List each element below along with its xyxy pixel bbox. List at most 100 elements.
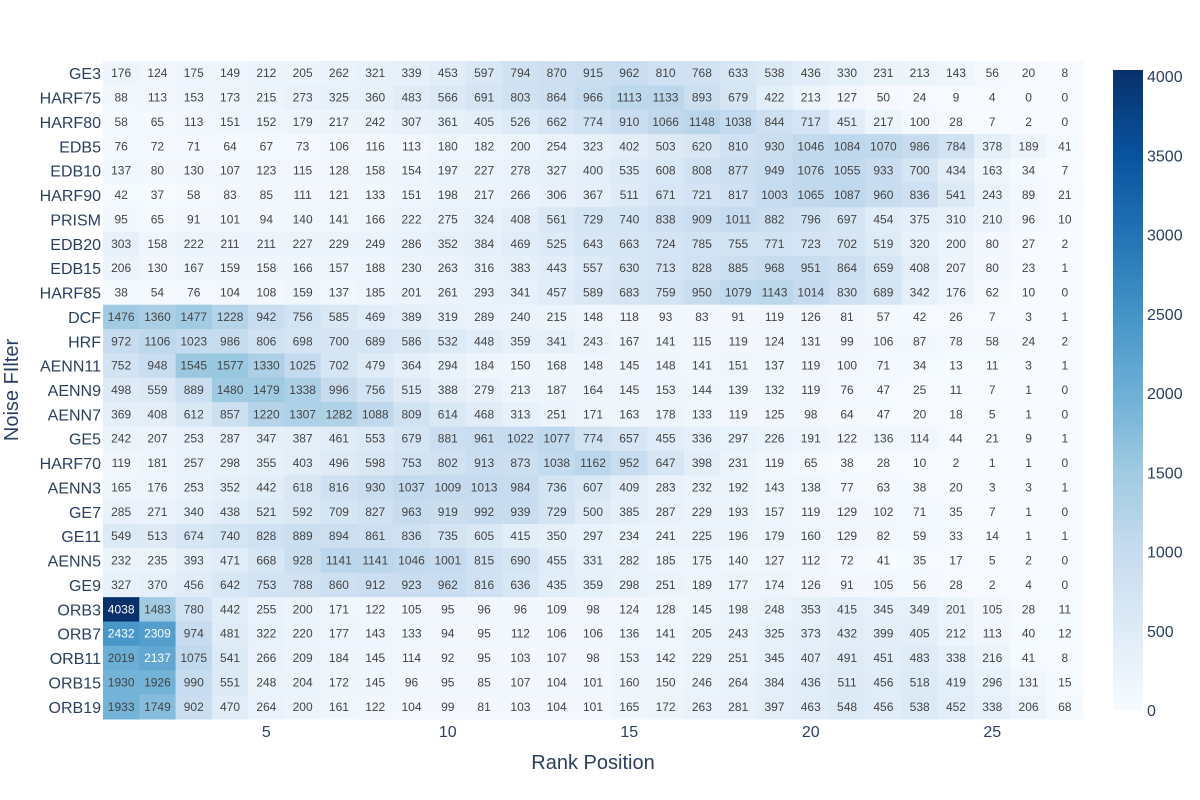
cell-value-label: 242 <box>111 432 131 446</box>
cell-value-label: 193 <box>728 505 748 519</box>
y-tick-label: HARF80 <box>40 115 101 132</box>
cell-value-label: 526 <box>510 115 530 129</box>
heatmap-cell <box>792 645 830 671</box>
cell-value-label: 231 <box>728 456 748 470</box>
cell-value-label: 148 <box>583 310 603 324</box>
y-tick-label: AENN11 <box>40 359 101 376</box>
cell-value-label: 0 <box>1062 115 1069 129</box>
cell-value-label: 511 <box>620 188 639 202</box>
cell-value-label: 294 <box>438 359 458 373</box>
cell-value-label: 353 <box>801 602 821 616</box>
heatmap-cell <box>574 280 612 306</box>
cell-value-label: 455 <box>547 554 567 568</box>
heatmap-cell <box>139 61 177 86</box>
cell-value-label: 367 <box>583 188 603 202</box>
heatmap-cell <box>1010 548 1048 574</box>
heatmap-cell <box>720 255 757 281</box>
cell-value-label: 736 <box>547 480 567 494</box>
cell-value-label: 369 <box>111 407 131 421</box>
cell-value-label: 128 <box>329 164 349 178</box>
heatmap-cell <box>465 450 503 476</box>
heatmap-cell <box>865 280 903 306</box>
cell-value-label: 930 <box>764 139 784 153</box>
heatmap-cell <box>103 255 140 281</box>
heatmap-cell <box>538 255 576 281</box>
cell-value-label: 557 <box>583 261 603 275</box>
heatmap-cell <box>937 572 975 598</box>
heatmap-cell <box>139 524 177 549</box>
heatmap-cell <box>357 329 394 354</box>
cell-value-label: 275 <box>438 212 458 226</box>
cell-value-label: 10 <box>913 456 927 470</box>
cell-value-label: 352 <box>220 480 240 494</box>
cell-value-label: 127 <box>764 554 784 568</box>
cell-value-label: 491 <box>837 651 857 665</box>
cell-value-label: 836 <box>402 529 422 543</box>
heatmap-cell <box>320 426 358 452</box>
heatmap-cell <box>393 377 431 403</box>
y-tick-label: ORB7 <box>57 627 101 644</box>
heatmap-cell <box>357 85 394 111</box>
cell-value-label: 1141 <box>362 554 388 568</box>
cell-value-label: 80 <box>986 261 1000 275</box>
heatmap-cell <box>937 182 975 208</box>
cell-value-label: 192 <box>728 480 748 494</box>
heatmap-cell <box>284 524 322 549</box>
heatmap-cell <box>647 280 685 306</box>
heatmap-cell <box>683 426 721 452</box>
heatmap-cell <box>284 426 322 452</box>
cell-value-label: 785 <box>692 237 712 251</box>
heatmap-cell <box>937 548 975 574</box>
heatmap-cell <box>937 134 975 159</box>
heatmap-cell <box>502 255 540 281</box>
cell-value-label: 41 <box>877 554 891 568</box>
heatmap-cell <box>937 353 975 379</box>
cell-value-label: 104 <box>547 675 567 689</box>
cell-value-label: 830 <box>837 286 857 300</box>
heatmap-cell <box>502 499 540 525</box>
cell-value-label: 740 <box>220 529 240 543</box>
heatmap-cell <box>828 402 866 428</box>
cell-value-label: 11 <box>1059 602 1072 616</box>
y-axis-tick-labels: GE3HARF75HARF80EDB5EDB10HARF90PRISMEDB20… <box>40 66 102 717</box>
heatmap-cell <box>974 572 1011 598</box>
heatmap-cell <box>683 353 721 379</box>
cell-value-label: 479 <box>365 359 385 373</box>
heatmap-cell <box>937 597 975 623</box>
cell-value-label: 442 <box>220 602 240 616</box>
heatmap-cell <box>683 694 721 720</box>
heatmap-cell <box>974 158 1011 184</box>
heatmap-cell <box>720 572 757 598</box>
heatmap-cell <box>828 158 866 184</box>
heatmap-cell <box>828 61 866 86</box>
heatmap-cell <box>211 329 249 354</box>
heatmap-cell <box>211 670 249 696</box>
heatmap-cell <box>1046 353 1084 379</box>
x-tick-label: 25 <box>983 724 1001 741</box>
heatmap-cell <box>284 85 322 111</box>
cell-value-label: 141 <box>692 359 712 373</box>
heatmap-cell <box>175 426 213 452</box>
heatmap-cell <box>538 548 576 574</box>
heatmap-cell <box>1010 255 1048 281</box>
cell-value-label: 984 <box>510 480 530 494</box>
cell-value-label: 1025 <box>289 359 316 373</box>
cell-value-label: 175 <box>692 554 712 568</box>
heatmap-cell <box>974 353 1011 379</box>
cell-value-label: 116 <box>366 139 385 153</box>
heatmap-cell <box>647 61 685 86</box>
cell-value-label: 209 <box>293 651 313 665</box>
heatmap-cell <box>937 158 975 184</box>
heatmap-cell <box>1010 645 1048 671</box>
heatmap-cell <box>720 499 757 525</box>
heatmap-cell <box>574 182 612 208</box>
cell-value-label: 1577 <box>217 359 244 373</box>
heatmap-cell <box>103 426 140 452</box>
heatmap-cell <box>284 280 322 306</box>
cell-value-label: 717 <box>801 115 821 129</box>
heatmap-cell <box>393 85 431 111</box>
cell-value-label: 962 <box>619 66 639 80</box>
heatmap-cell <box>465 426 503 452</box>
cell-value-label: 198 <box>728 602 748 616</box>
cell-value-label: 612 <box>184 407 204 421</box>
